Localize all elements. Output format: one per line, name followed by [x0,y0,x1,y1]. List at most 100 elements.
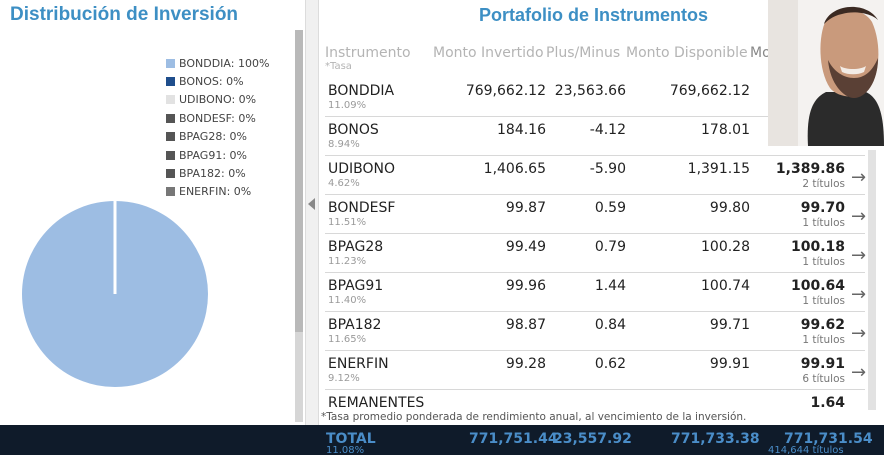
col-header-monto-invertido[interactable]: Monto Invertido [433,45,544,61]
cell-disponible: 100.28 [701,239,750,255]
cell-invertido: 99.96 [505,278,546,294]
cell-plus: 0.84 [594,317,626,333]
legend-label: UDIBONO: 0% [179,93,257,107]
table-row[interactable]: BPA182 11.65% 98.87 0.84 99.71 99.62 1 títulos… [325,312,867,351]
total-titulos: 414,644 títulos [768,445,844,455]
instrument-name: BPAG91 [328,278,384,294]
legend-swatch [166,187,175,197]
cell-titulos: 2 títulos [802,178,845,190]
instrument-name: UDIBONO [328,161,396,177]
legend-swatch [166,150,175,160]
total-monto: 771,731.54 [784,431,873,447]
cell-invertido: 769,662.12 [465,83,546,99]
instrument-name: REMANENTES [328,395,425,411]
distribution-title: Distribución de Inversión [10,4,239,25]
instrument-name: BPAG28 [328,239,384,255]
instrument-rate: 11.40% [328,295,367,306]
distribution-panel: Distribución de Inversión BONDDIA: 100% B… [0,0,305,425]
cell-disponible: 99.71 [709,317,750,333]
col-header-instrumento[interactable]: Instrumento [325,45,411,61]
cell-plus: 0.62 [594,356,626,372]
legend-label: BONOS: 0% [179,75,244,89]
legend-item[interactable]: BPA182: 0% [166,164,269,182]
row-arrow-icon[interactable]: → [851,323,867,344]
col-header-monto-total[interactable]: Mo [750,45,771,61]
table-row[interactable]: BPAG28 11.23% 99.49 0.79 100.28 100.18 1 títul… [325,234,867,273]
legend-label: BPAG91: 0% [179,148,247,162]
cell-monto-total: 100.18 [790,239,845,255]
cell-invertido: 184.16 [497,122,546,138]
cell-monto-total: 99.91 [800,356,845,372]
row-arrow-icon[interactable]: → [851,245,867,266]
cell-titulos: 1 títulos [802,334,845,346]
cell-invertido: 98.87 [505,317,546,333]
cell-plus: -5.90 [589,161,626,177]
total-invertido: 771,751.44 [469,431,558,447]
cell-monto-total: 1,389.86 [775,161,845,177]
legend-item[interactable]: BONOS: 0% [166,72,269,90]
panel-divider[interactable] [305,0,319,425]
row-arrow-icon[interactable]: → [851,167,867,188]
cell-invertido: 99.28 [505,356,546,372]
legend-item[interactable]: UDIBONO: 0% [166,91,269,109]
cell-invertido: 1,406.65 [483,161,546,177]
legend-item[interactable]: ENERFIN: 0% [166,183,269,201]
table-row[interactable]: BPAG91 11.40% 99.96 1.44 100.74 100.64 1 títul… [325,273,867,312]
total-label: TOTAL [326,431,376,447]
cell-plus: 23,563.66 [554,83,626,99]
col-header-plus-minus[interactable]: Plus/Minus [546,45,621,61]
cell-disponible: 100.74 [701,278,750,294]
instrument-rate: 8.94% [328,139,360,150]
legend-label: BPA182: 0% [179,167,246,181]
portfolio-panel: Portafolio de Instrumentos Instrumento *… [319,0,884,425]
legend-swatch [166,58,175,68]
legend-item[interactable]: BONDDIA: 100% [166,54,269,72]
col-header-tasa: *Tasa [325,61,352,72]
cell-plus: 0.79 [594,239,626,255]
instrument-rate: 4.62% [328,178,360,189]
cell-monto-total: 1.64 [810,395,845,411]
cell-invertido: 99.87 [505,200,546,216]
footnote: *Tasa promedio ponderada de rendimiento … [319,411,884,425]
cell-plus: -4.12 [589,122,626,138]
legend-item[interactable]: BPAG28: 0% [166,128,269,146]
table-row[interactable]: REMANENTES 1.64 [325,390,865,425]
cell-disponible: 99.80 [709,200,750,216]
legend-swatch [166,169,175,179]
row-arrow-icon[interactable]: → [851,362,867,383]
instrument-name: BONDESF [328,200,396,216]
legend-swatch [166,113,175,123]
instrument-rate: 11.09% [328,100,367,111]
cell-invertido: 99.49 [505,239,546,255]
legend-label: BONDESF: 0% [179,111,256,125]
col-header-monto-disponible[interactable]: Monto Disponible [626,45,748,61]
instrument-name: ENERFIN [328,356,389,372]
instrument-name: BPA182 [328,317,382,333]
legend-label: ENERFIN: 0% [179,185,252,199]
instrument-rate: 11.65% [328,334,367,345]
left-scrollbar[interactable] [295,30,303,422]
total-row: TOTAL 11.08% 771,751.44 23,557.92 771,73… [0,425,884,455]
cell-monto-total: 99.70 [800,200,845,216]
collapse-arrow-icon[interactable] [308,198,315,210]
instrument-name: BONDDIA [328,83,395,99]
table-row[interactable]: ENERFIN 9.12% 99.28 0.62 99.91 99.91 6 títulos… [325,351,867,390]
left-scrollbar-thumb[interactable] [295,30,303,332]
cell-titulos: 1 títulos [802,295,845,307]
instrument-rate: 11.23% [328,256,367,267]
row-arrow-icon[interactable]: → [851,284,867,305]
table-row[interactable]: UDIBONO 4.62% 1,406.65 -5.90 1,391.15 1,389.8… [325,156,867,195]
legend-swatch [166,132,175,142]
right-scrollbar[interactable] [868,150,876,410]
legend-item[interactable]: BONDESF: 0% [166,109,269,127]
webcam-overlay [768,0,884,146]
cell-disponible: 178.01 [701,122,750,138]
presenter-video-icon [768,0,884,146]
cell-disponible: 769,662.12 [669,83,750,99]
legend-item[interactable]: BPAG91: 0% [166,146,269,164]
table-row[interactable]: BONDDIA 11.09% 769,662.12 23,563.66 769,662.… [325,78,865,117]
table-row[interactable]: BONOS 8.94% 184.16 -4.12 178.01 [325,117,865,156]
cell-titulos: 1 títulos [802,256,845,268]
table-row[interactable]: BONDESF 11.51% 99.87 0.59 99.80 99.70 1 título… [325,195,867,234]
row-arrow-icon[interactable]: → [851,206,867,227]
